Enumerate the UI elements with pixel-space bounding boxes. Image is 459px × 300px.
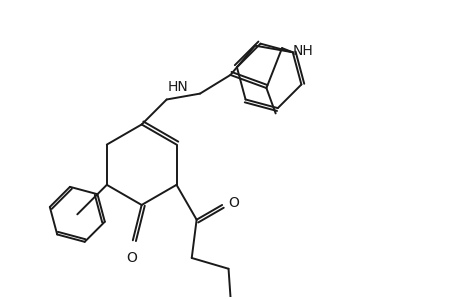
Text: O: O [126, 251, 137, 265]
Text: O: O [228, 196, 238, 209]
Text: HN: HN [168, 80, 189, 94]
Text: NH: NH [292, 44, 313, 58]
